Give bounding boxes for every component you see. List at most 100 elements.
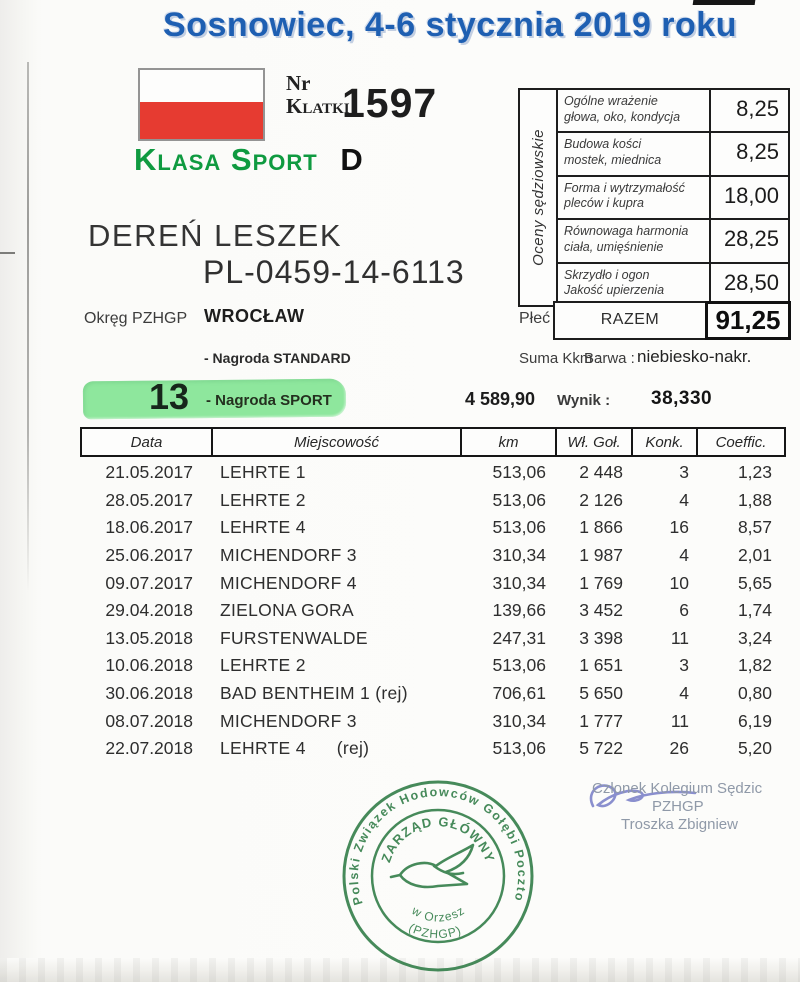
result-cell: 310,34 <box>492 545 546 566</box>
result-cell: 11 <box>670 710 689 731</box>
cage-number: 1597 <box>342 80 438 126</box>
score-value: 8,25 <box>736 139 779 165</box>
result-cell: 310,34 <box>492 710 546 731</box>
class-letter: D <box>340 142 363 177</box>
result-cell: MICHENDORF 4 <box>220 572 357 593</box>
barwa-value: niebiesko-nakr. <box>637 347 752 366</box>
result-cell: 09.07.2017 <box>105 572 193 593</box>
score-criteria-line2: Jakość upierzenia <box>564 283 665 298</box>
results-table-body: 21.05.2017 LEHRTE 1 513,06 2 448 3 1,23 … <box>80 459 786 763</box>
score-value: 8,25 <box>736 96 779 121</box>
score-criteria-line1: Równowaga harmonia <box>564 224 689 239</box>
result-cell: LEHRTE 2 <box>220 655 306 676</box>
header-data: Data <box>82 429 213 455</box>
result-cell: 10.06.2018 <box>105 655 193 676</box>
result-cell: 22.07.2018 <box>105 738 193 759</box>
result-cell: 5 650 <box>579 683 623 704</box>
table-row: 30.06.2018 BAD BENTHEIM 1 (rej) 706,61 5… <box>80 680 786 708</box>
sport-rank: 13 <box>149 376 190 417</box>
result-cell: 513,06 <box>492 655 546 676</box>
table-row: 22.07.2018 LEHRTE 4 (rej) 513,06 5 722 2… <box>80 735 786 763</box>
cage-nr-label: Nr <box>286 71 311 95</box>
header-konk: Konk. <box>633 429 698 455</box>
result-cell: 6 <box>679 600 689 621</box>
result-cell: 3 <box>679 462 689 483</box>
result-cell: 30.06.2018 <box>105 683 193 704</box>
result-cell: 1 987 <box>579 545 623 566</box>
result-cell: FURSTENWALDE <box>220 627 368 648</box>
table-row: 28.05.2017 LEHRTE 2 513,06 2 126 4 1,88 <box>80 487 786 515</box>
score-criteria-line1: Budowa kości <box>564 137 642 152</box>
result-cell: 1,23 <box>737 462 772 483</box>
scores-column-label: Oceny sędziowskie <box>520 90 558 305</box>
result-cell: 2 126 <box>579 489 623 510</box>
score-criteria: Skrzydło i ogon Jakość upierzenia <box>558 263 711 305</box>
score-criteria: Forma i wytrzymałość pleców i kupra <box>558 176 711 219</box>
award-standard: - Nagroda STANDARD <box>204 350 351 366</box>
result-cell: 513,06 <box>492 517 546 538</box>
result-cell: 1 651 <box>579 655 623 676</box>
poland-flag <box>138 68 265 141</box>
result-cell: 11 <box>670 627 689 648</box>
wynik-label: Wynik : <box>557 392 611 409</box>
table-row: 25.06.2017 MICHENDORF 3 310,34 1 987 4 2… <box>80 542 786 570</box>
table-row: 08.07.2018 MICHENDORF 3 310,34 1 777 11 … <box>80 707 786 735</box>
suma-kkm-label: Suma Kkm : <box>519 350 601 367</box>
score-criteria: Budowa kości mostek, miednica <box>558 133 711 175</box>
result-cell: 08.07.2018 <box>105 710 193 731</box>
result-cell: ZIELONA GORA <box>220 600 354 621</box>
score-criteria-line1: Skrzydło i ogon <box>564 267 650 282</box>
result-cell: 4 <box>679 545 689 566</box>
signatory-org: PZHGP <box>652 798 704 815</box>
suma-kkm-value: 4 589,90 <box>465 389 536 409</box>
result-cell: 21.05.2017 <box>105 462 193 483</box>
dove-icon <box>389 843 475 889</box>
results-table-header: Data Miejscowość km Wł. Goł. Konk. Coeff… <box>80 427 786 457</box>
scan-artifact-left-line <box>27 62 29 592</box>
scores-table-body: Ogólne wrażenie głowa, oko, kondycja 8,2… <box>558 90 788 305</box>
wynik-value: 38,330 <box>651 388 713 409</box>
table-row: 10.06.2018 LEHRTE 2 513,06 1 651 3 1,82 <box>80 652 786 680</box>
result-cell: 4 <box>679 489 689 510</box>
result-cell: MICHENDORF 3 <box>220 710 357 731</box>
result-cell: 2 448 <box>579 462 623 483</box>
result-cell: 310,34 <box>492 572 546 593</box>
cage-number-labels: Nr Klatki <box>286 72 350 118</box>
district-value: WROCŁAW <box>204 306 305 326</box>
signature-scribble <box>589 784 697 808</box>
result-cell: 28.05.2017 <box>105 489 193 510</box>
scan-artifact-left-dash <box>0 252 15 254</box>
result-cell: 1 769 <box>579 572 623 593</box>
result-cell: MICHENDORF 3 <box>220 545 357 566</box>
event-title: Sosnowiec, 4-6 stycznia 2019 roku <box>163 6 737 44</box>
result-cell: 1 866 <box>579 517 623 538</box>
result-cell: 18.06.2017 <box>105 517 193 538</box>
result-cell: LEHRTE 1 <box>220 462 306 483</box>
scan-artifact-top <box>692 0 756 5</box>
table-row: 29.04.2018 ZIELONA GORA 139,66 3 452 6 1… <box>80 597 786 625</box>
cage-klatki-label: Klatki <box>286 94 350 118</box>
result-cell: BAD BENTHEIM 1 (rej) <box>220 683 408 704</box>
result-cell: 5 722 <box>579 738 623 759</box>
stamp-arc-top-text: ZARZĄD GŁÓWNY <box>378 814 496 865</box>
pzhgp-stamp: Polski Związek Hodowców Gołębi Pocztowyc… <box>338 776 534 972</box>
result-cell: LEHRTE 4 (rej) <box>220 738 370 759</box>
class-label: Klasa Sport <box>134 142 318 177</box>
svg-text:ZARZĄD GŁÓWNY: ZARZĄD GŁÓWNY <box>378 814 498 865</box>
result-cell: 513,06 <box>492 489 546 510</box>
owner-name: DEREŃ LESZEK <box>88 218 343 253</box>
result-cell: 13.05.2018 <box>105 627 193 648</box>
score-row: Budowa kości mostek, miednica 8,25 <box>558 133 788 177</box>
result-cell: 29.04.2018 <box>105 600 193 621</box>
result-cell: 247,31 <box>492 627 546 648</box>
judges-score-table: Oceny sędziowskie Ogólne wrażenie głowa,… <box>518 88 790 307</box>
award-sport: - Nagroda SPORT <box>206 392 332 409</box>
result-cell: 25.06.2017 <box>105 545 193 566</box>
total-value: 91,25 <box>705 301 791 340</box>
result-cell: 3 398 <box>579 627 623 648</box>
total-box: RAZEM 91,25 <box>553 301 791 340</box>
result-cell: 139,66 <box>492 600 546 621</box>
sex-label: Płeć : <box>519 310 560 327</box>
district-label: Okręg PZHGP <box>84 310 188 327</box>
